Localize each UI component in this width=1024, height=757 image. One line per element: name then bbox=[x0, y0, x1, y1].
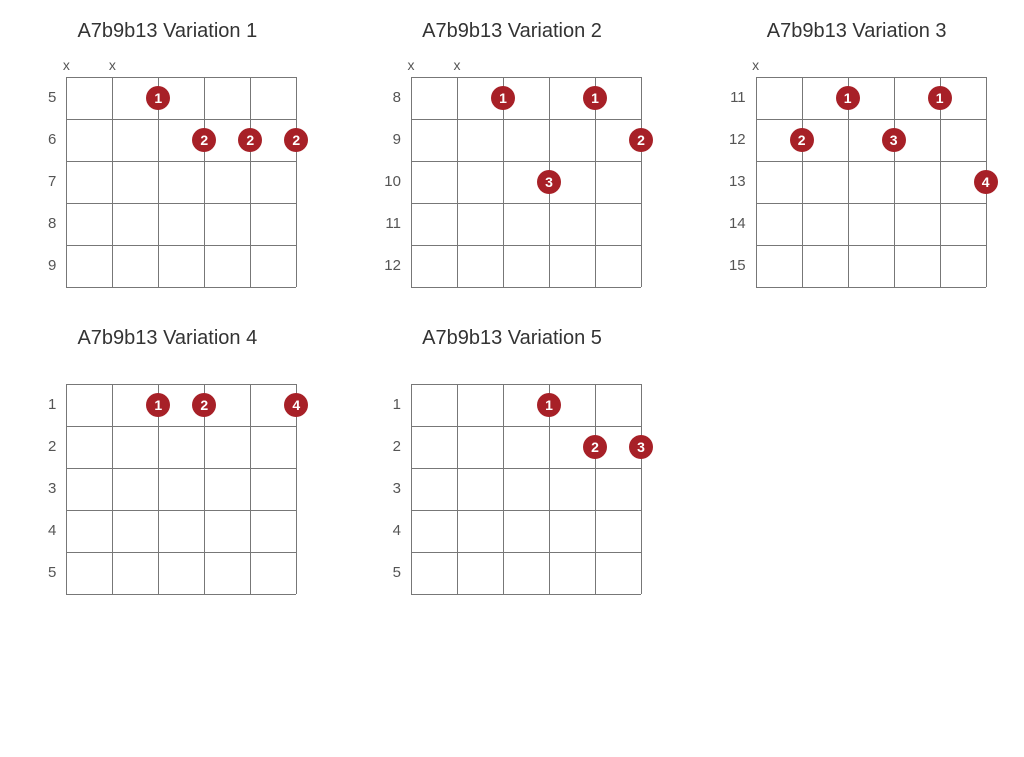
fret-label: 4 bbox=[383, 510, 401, 552]
finger-dot: 1 bbox=[583, 86, 607, 110]
fret-labels: 12345 bbox=[38, 384, 56, 594]
fret-label: 5 bbox=[383, 552, 401, 594]
markers-row: xx bbox=[411, 57, 641, 75]
fret-label: 14 bbox=[728, 203, 746, 245]
fret-labels: 12345 bbox=[383, 384, 401, 594]
fret-label: 6 bbox=[38, 119, 56, 161]
diagram: 567891222 bbox=[38, 77, 296, 287]
chord-title: A7b9b13 Variation 5 bbox=[422, 327, 602, 350]
fretboard-grid bbox=[411, 384, 642, 595]
finger-dot: 1 bbox=[146, 393, 170, 417]
string-marker: x bbox=[752, 57, 759, 73]
chords-grid: A7b9b13 Variation 1xx567891222A7b9b13 Va… bbox=[20, 20, 1004, 594]
fret-label: 9 bbox=[38, 245, 56, 287]
fret-labels: 89101112 bbox=[383, 77, 401, 287]
finger-dot: 3 bbox=[882, 128, 906, 152]
fret-label: 12 bbox=[383, 245, 401, 287]
fretboard: 11234 bbox=[756, 77, 986, 287]
fret-labels: 1112131415 bbox=[728, 77, 746, 287]
chord-diagram: A7b9b13 Variation 2xx891011121123 bbox=[365, 20, 660, 287]
diagram: 111213141511234 bbox=[728, 77, 986, 287]
string-marker: x bbox=[407, 57, 414, 73]
markers-row bbox=[66, 364, 296, 382]
fret-label: 1 bbox=[383, 384, 401, 426]
fret-label: 3 bbox=[38, 468, 56, 510]
fretboard-grid bbox=[66, 384, 297, 595]
markers-row: xx bbox=[66, 57, 296, 75]
string-marker: x bbox=[453, 57, 460, 73]
fretboard: 1123 bbox=[411, 77, 641, 287]
finger-dot: 3 bbox=[629, 435, 653, 459]
chord-diagram: A7b9b13 Variation 3x111213141511234 bbox=[709, 20, 1004, 287]
chord-diagram: A7b9b13 Variation 1xx567891222 bbox=[20, 20, 315, 287]
finger-dot: 2 bbox=[192, 128, 216, 152]
diagram-wrap: 12345124 bbox=[38, 364, 296, 594]
fret-label: 2 bbox=[383, 426, 401, 468]
fretboard: 123 bbox=[411, 384, 641, 594]
fret-label: 5 bbox=[38, 552, 56, 594]
markers-row bbox=[411, 364, 641, 382]
fret-label: 9 bbox=[383, 119, 401, 161]
finger-dot: 2 bbox=[790, 128, 814, 152]
fret-label: 10 bbox=[383, 161, 401, 203]
finger-dot: 2 bbox=[238, 128, 262, 152]
fret-label: 4 bbox=[38, 510, 56, 552]
fret-label: 5 bbox=[38, 77, 56, 119]
diagram-wrap: 12345123 bbox=[383, 364, 641, 594]
diagram: 12345123 bbox=[383, 384, 641, 594]
diagram: 12345124 bbox=[38, 384, 296, 594]
fretboard-grid bbox=[411, 77, 642, 288]
fretboard: 124 bbox=[66, 384, 296, 594]
fret-label: 1 bbox=[38, 384, 56, 426]
diagram-wrap: xx891011121123 bbox=[383, 57, 641, 287]
markers-row: x bbox=[756, 57, 986, 75]
finger-dot: 1 bbox=[146, 86, 170, 110]
fretboard: 1222 bbox=[66, 77, 296, 287]
fret-label: 12 bbox=[728, 119, 746, 161]
fret-label: 13 bbox=[728, 161, 746, 203]
fret-label: 8 bbox=[383, 77, 401, 119]
finger-dot: 4 bbox=[284, 393, 308, 417]
chord-title: A7b9b13 Variation 2 bbox=[422, 20, 602, 43]
finger-dot: 2 bbox=[583, 435, 607, 459]
finger-dot: 1 bbox=[537, 393, 561, 417]
finger-dot: 1 bbox=[928, 86, 952, 110]
chord-diagram: A7b9b13 Variation 412345124 bbox=[20, 327, 315, 594]
string-marker: x bbox=[109, 57, 116, 73]
diagram: 89101112 1 12 3 bbox=[383, 77, 641, 287]
finger-dot: 2 bbox=[284, 128, 308, 152]
finger-dot: 1 bbox=[491, 86, 515, 110]
fret-labels: 56789 bbox=[38, 77, 56, 287]
finger-dot: 2 bbox=[629, 128, 653, 152]
fret-label: 11 bbox=[383, 203, 401, 245]
chord-diagram: A7b9b13 Variation 512345123 bbox=[365, 327, 660, 594]
chord-title: A7b9b13 Variation 1 bbox=[77, 20, 257, 43]
fret-label: 7 bbox=[38, 161, 56, 203]
fret-label: 3 bbox=[383, 468, 401, 510]
fretboard-grid bbox=[66, 77, 297, 288]
diagram-wrap: xx567891222 bbox=[38, 57, 296, 287]
finger-dot: 2 bbox=[192, 393, 216, 417]
fret-label: 15 bbox=[728, 245, 746, 287]
chord-title: A7b9b13 Variation 3 bbox=[767, 20, 947, 43]
finger-dot: 4 bbox=[974, 170, 998, 194]
fret-label: 8 bbox=[38, 203, 56, 245]
finger-dot: 1 bbox=[836, 86, 860, 110]
diagram-wrap: x111213141511234 bbox=[728, 57, 986, 287]
fretboard-grid bbox=[756, 77, 987, 288]
chord-title: A7b9b13 Variation 4 bbox=[77, 327, 257, 350]
fret-label: 2 bbox=[38, 426, 56, 468]
fret-label: 11 bbox=[728, 77, 746, 119]
finger-dot: 3 bbox=[537, 170, 561, 194]
string-marker: x bbox=[63, 57, 70, 73]
